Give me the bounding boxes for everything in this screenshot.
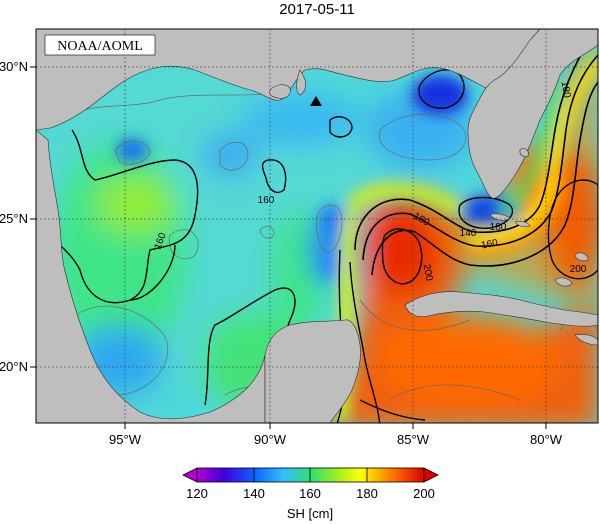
- colorbar-tick: 160: [299, 486, 321, 501]
- colorbar-tick: 120: [186, 486, 208, 501]
- land-masses: [36, 29, 598, 423]
- contour-label: 180: [490, 222, 507, 233]
- lat-label-20n: 20°N: [0, 359, 28, 374]
- contour-label: 160: [258, 195, 275, 206]
- lat-lon-grid: [36, 29, 598, 423]
- lon-label-95w: 95°W: [109, 432, 142, 447]
- station-marker-triangle-icon: [310, 96, 322, 106]
- colorbar-low-arrow: [182, 467, 198, 483]
- lat-label-30n: 30°N: [0, 59, 28, 74]
- colorbar-tick: 140: [243, 486, 265, 501]
- colorbar-tick: 200: [413, 486, 435, 501]
- colorbar: 120 140 160 180 200 SH [cm]: [182, 467, 439, 521]
- axis-ticks: [30, 66, 547, 429]
- colorbar-high-arrow: [423, 467, 439, 483]
- longitude-labels: 95°W 90°W 85°W 80°W: [109, 432, 563, 447]
- map-area: NOAA/AOML: [36, 29, 598, 423]
- contour-labels: 180 160 160 180 140 160 200 200 180: [153, 80, 587, 282]
- contour-label: 160: [480, 238, 499, 252]
- source-label: NOAA/AOML: [57, 39, 143, 54]
- lon-label-80w: 80°W: [530, 432, 563, 447]
- contour-label: 140: [460, 228, 477, 239]
- lon-label-90w: 90°W: [254, 432, 287, 447]
- latitude-labels: 30°N 25°N 20°N: [0, 59, 28, 374]
- colorbar-gradient: [196, 467, 425, 483]
- contour-label: 180: [559, 80, 573, 99]
- map-title: 2017-05-11: [279, 1, 355, 18]
- lon-label-85w: 85°W: [397, 432, 430, 447]
- lat-label-25n: 25°N: [0, 211, 28, 226]
- contour-label: 200: [421, 263, 435, 282]
- source-label-box: [44, 34, 156, 56]
- map-frame: [35, 28, 599, 424]
- colorbar-label: SH [cm]: [287, 506, 333, 521]
- colorbar-tick: 180: [356, 486, 378, 501]
- contour-label: 200: [570, 264, 587, 275]
